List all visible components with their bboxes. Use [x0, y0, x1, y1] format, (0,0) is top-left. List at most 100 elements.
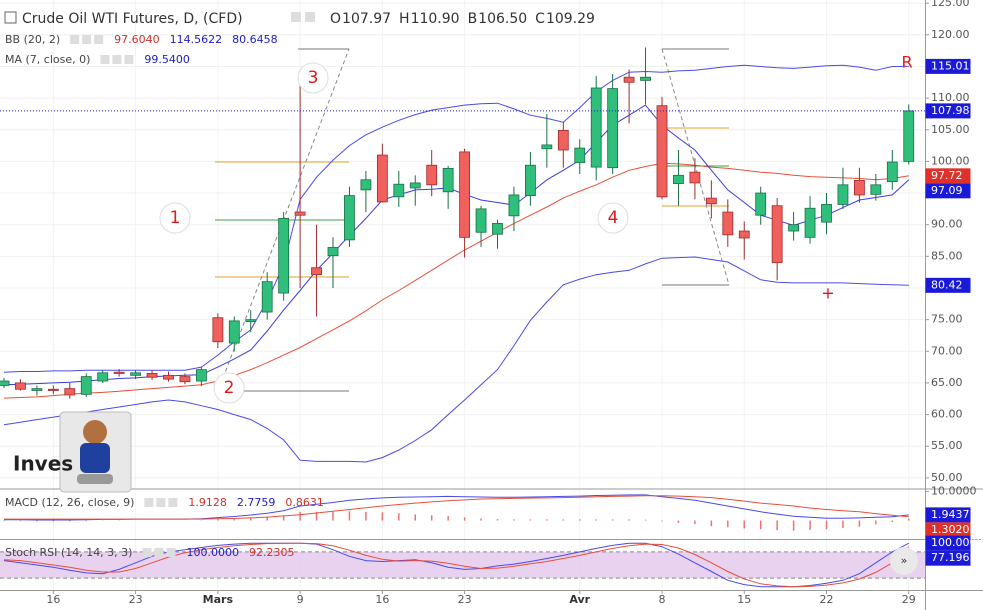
candle-body — [113, 371, 125, 374]
candle-body — [459, 151, 471, 238]
eye-icon[interactable] — [291, 12, 301, 22]
y-tick-label: 110.00 — [931, 91, 970, 104]
annotation-circle — [597, 202, 629, 234]
settings-icon[interactable] — [305, 12, 315, 22]
x-tick-label: 22 — [820, 593, 834, 606]
candle-body — [294, 211, 306, 216]
candle-body — [311, 267, 322, 276]
indicator-icon[interactable] — [112, 55, 122, 64]
price-badge — [925, 168, 971, 184]
indicator-line — [3, 256, 909, 463]
candle-body — [722, 211, 734, 236]
indicator-line — [3, 542, 910, 588]
candle-body — [525, 164, 536, 196]
scroll-button[interactable] — [890, 547, 918, 575]
x-tick-label: 16 — [46, 593, 60, 606]
candle-body — [212, 317, 224, 343]
stoch-band — [0, 551, 925, 579]
candle-body — [80, 376, 92, 395]
indicator-line — [3, 64, 909, 373]
indicator-icon[interactable] — [168, 498, 178, 507]
price-badge-label: 1.3020 — [931, 523, 970, 536]
y-tick-label: 55.00 — [931, 439, 963, 452]
indicator-icon[interactable] — [100, 55, 110, 64]
candle-body — [278, 217, 290, 294]
price-badge-label: 1.9437 — [931, 508, 970, 521]
indicator-icon[interactable] — [94, 35, 104, 44]
y-tick-label: 75.00 — [931, 313, 963, 326]
collapse-icon[interactable] — [4, 11, 17, 24]
ohlc-value: 109.29 — [546, 11, 595, 27]
candle-body — [689, 171, 701, 184]
candle-body — [886, 161, 898, 183]
candle-body — [574, 147, 586, 164]
candle-body — [426, 164, 438, 186]
candle-body — [64, 388, 76, 396]
ohlc-key: O — [330, 11, 341, 27]
y-tick-label: 90.00 — [931, 218, 963, 231]
candle-body — [442, 167, 454, 193]
indicator-value: 1.9128 — [188, 496, 227, 509]
ohlc-value: 107.97 — [342, 11, 391, 27]
candle-body — [163, 374, 174, 380]
annotation: + — [821, 284, 834, 303]
candle-body — [492, 223, 503, 235]
candle-body — [376, 154, 388, 203]
y-tick-label: 120.00 — [931, 28, 970, 41]
price-badge — [925, 550, 971, 566]
y-tick-label: 70.00 — [931, 344, 963, 357]
x-tick-label: 29 — [902, 593, 916, 606]
indicator-icon[interactable] — [154, 548, 164, 557]
x-tick-label: 9 — [297, 593, 304, 606]
annotation: 2 — [224, 378, 235, 398]
indicator-label: Stoch RSI (14, 14, 3, 3) — [5, 546, 132, 559]
logo-head — [83, 420, 107, 444]
indicator-value: 80.6458 — [232, 33, 278, 46]
indicator-icon[interactable] — [144, 498, 154, 507]
price-badge — [925, 58, 971, 74]
annotation-circle — [213, 372, 245, 404]
indicator-value: 92.2305 — [249, 546, 295, 559]
indicator-icon[interactable] — [70, 35, 80, 44]
x-tick-label: 23 — [129, 593, 143, 606]
watermark: Inves — [13, 452, 73, 476]
annotation: R — [901, 53, 912, 72]
price-badge — [925, 103, 971, 119]
indicator-icon[interactable] — [124, 55, 134, 64]
indicator-icon[interactable] — [82, 35, 92, 44]
annotation: 3 — [308, 68, 319, 88]
candle-body — [623, 76, 635, 83]
indicator-icon[interactable] — [142, 548, 152, 557]
y-tick-label: 10.0000 — [931, 484, 977, 497]
annotation-circle — [159, 202, 191, 234]
candle-body — [360, 179, 372, 191]
candle-body — [409, 182, 421, 189]
candle-body — [130, 372, 142, 376]
annotation-circle — [297, 62, 329, 94]
candle-body — [557, 129, 569, 151]
candle-body — [245, 319, 257, 322]
x-tick-label: Avr — [569, 593, 590, 606]
candle-body — [179, 376, 191, 383]
ohlc-value: 110.90 — [411, 11, 460, 27]
candle-body — [788, 224, 799, 232]
candle-body — [656, 105, 668, 198]
price-badge-label: 107.98 — [931, 104, 970, 117]
indicator-icon[interactable] — [156, 498, 166, 507]
indicator-value: 2.7759 — [237, 496, 276, 509]
x-tick-label: 8 — [659, 593, 666, 606]
indicator-icon[interactable] — [166, 548, 176, 557]
price-badge-label: 100.0000 — [931, 536, 983, 549]
y-tick-label: 65.00 — [931, 376, 963, 389]
candle-body — [755, 192, 767, 216]
logo — [59, 411, 132, 493]
candle-body — [146, 373, 158, 378]
x-tick-label: 23 — [458, 593, 472, 606]
logo-body — [80, 443, 110, 473]
candle-body — [0, 380, 10, 386]
x-tick-label: 15 — [737, 593, 751, 606]
candle-body — [15, 382, 26, 390]
y-tick-label: 60.00 — [931, 408, 963, 421]
candle-body — [344, 195, 355, 241]
